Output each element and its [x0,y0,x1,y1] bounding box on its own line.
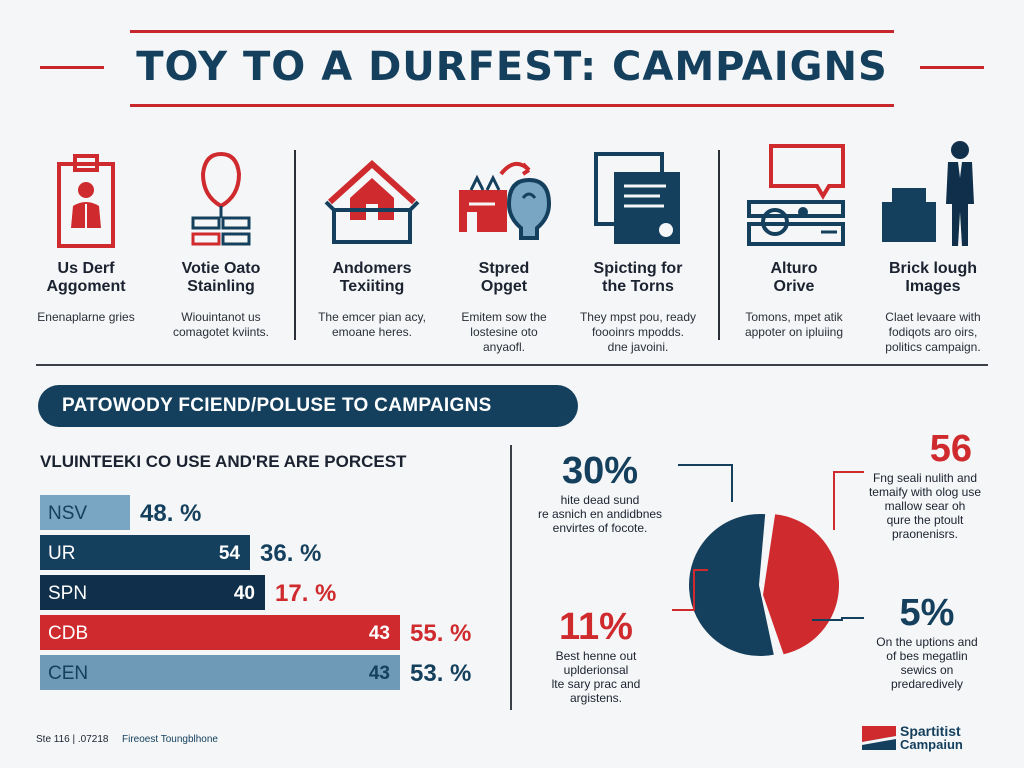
title-rule-bottom [130,104,894,107]
icon-desc: Wiouintanot us comagotet kviints. [172,310,270,339]
bar-category-label: SPN [48,583,87,604]
pie-slice-red [760,512,841,657]
icon-heading: Brick lough Images [888,260,977,295]
icon-heading: Andomers Texiiting [332,260,412,295]
bar-value-label: 48. % [140,500,201,527]
document-stack-icon [576,140,700,250]
shield-grid-icon [161,140,281,250]
flag-icon [862,726,896,750]
bar-category-label: CDB [48,623,88,644]
title-rule-left [40,66,104,69]
bulb-mailbox-icon [444,140,564,250]
bar-category-label: CEN [48,663,88,684]
callout-text: Fng seali nulith and temaify with olog u… [868,471,982,541]
bar-chart-heading: VLUINTEEKI CO USE AND'RE ARE PORCEST [40,452,407,471]
brand-sub: Campaiun [900,737,963,752]
divider [718,150,720,340]
businessman-box-icon [868,140,998,250]
section-banner: PATOWODY FCIEND/POLUSE TO CAMPAIGNS [38,385,578,427]
pie-callout-1: 30% hite dead sund re asnich en andidbne… [530,450,670,535]
icon-heading: Alturo Orive [770,260,818,295]
icon-desc: Emitem sow the lostesine oto anyaofl. [461,310,547,354]
icon-heading: Us Derf Aggoment [46,260,126,295]
bar-category-label: NSV [48,503,87,524]
bar-value-label: 55. % [410,620,471,647]
pie-chart [672,464,864,658]
icon-desc: The emcer pian acy, emoane heres. [318,310,426,339]
title-block: TOY TO A DURFEST: CAMPAIGNS [0,30,1024,110]
leader-line-11 [672,569,708,611]
bar-value-label: 53. % [410,660,471,687]
callout-text: Best henne out uplderionsal lte sary pra… [551,649,641,705]
icon-item-7: Brick lough Images Claet levaare with fo… [868,140,998,355]
bar-cen [40,655,400,690]
icon-desc: Claet levaare with fodiqots aro oirs, po… [885,310,981,354]
icon-item-5: Spicting for the Torns They mpst pou, re… [576,140,700,355]
bar-category-label: UR [48,543,75,564]
speech-machine-icon [732,140,856,250]
callout-text: On the uptions and of bes megatlin sewic… [876,635,978,691]
icon-heading: Votie Oato Stainling [181,260,261,295]
pie-callout-4: 5% On the uptions and of bes megatlin se… [862,592,992,691]
icon-item-3: Andomers Texiiting The emcer pian acy, e… [312,140,432,355]
bar-number-label: 54 [219,543,241,564]
bar-cdb [40,615,400,650]
icon-desc: Enenaplarne gries [37,310,135,324]
divider [294,150,296,340]
bar-nsv [40,495,130,530]
bar-chart: NSV 48. % UR 54 36. % SPN 40 17. % CDB 43 55. % CEN… [40,495,471,690]
chart-divider [510,445,512,710]
pie-callout-3: 11% Best henne out uplderionsal lte sary… [526,606,666,705]
bar-value-label: 17. % [275,580,336,607]
house-box-icon [312,140,432,250]
icon-heading: Spicting for the Torns [593,260,683,295]
section-divider [36,364,988,366]
bar-number-label: 43 [369,663,390,684]
clipboard-person-icon [26,140,146,250]
bar-value-label: 36. % [260,540,321,567]
footer-credit: Fireoest Toungblhone [122,734,218,745]
icon-heading: Stpred Opget [478,260,530,295]
footer-ref: Ste 116 | .07218 [36,734,109,745]
title-rule-right [920,66,984,69]
bar-number-label: 43 [369,623,390,644]
icon-desc: Tomons, mpet atik appoter on ipluiing [744,310,844,339]
icon-item-2: Votie Oato Stainling Wiouintanot us coma… [161,140,281,355]
bar-spn [40,575,265,610]
brand-name: Spartitist [900,723,961,739]
pie-slice-navy [687,512,777,658]
bar-ur [40,535,250,570]
leader-line-5 [812,617,864,621]
callout-value: 30% [561,450,639,492]
icon-item-1: Us Derf Aggoment Enenaplarne gries [26,140,146,355]
icon-item-4: Stpred Opget Emitem sow the lostesine ot… [444,140,564,355]
icon-desc: They mpst pou, ready foooinrs mpodds. dn… [579,310,697,354]
leader-line-56 [833,471,864,530]
callout-value: 56 [929,428,972,470]
callout-text: hite dead sund re asnich en andidbnes en… [537,493,663,535]
page-title: TOY TO A DURFEST: CAMPAIGNS [136,44,888,90]
bar-number-label: 40 [234,583,255,604]
icon-row: Us Derf Aggoment Enenaplarne gries Votie… [26,140,998,355]
pie-callout-2: 56 Fng seali nulith and temaify with olo… [860,428,990,541]
title-rule-top [130,30,894,33]
icon-item-6: Alturo Orive Tomons, mpet atik appoter o… [732,140,856,355]
brand-logo: Spartitist Campaiun [862,722,992,756]
callout-value: 5% [899,592,955,634]
leader-line-30 [678,464,733,502]
callout-value: 11% [559,606,633,648]
